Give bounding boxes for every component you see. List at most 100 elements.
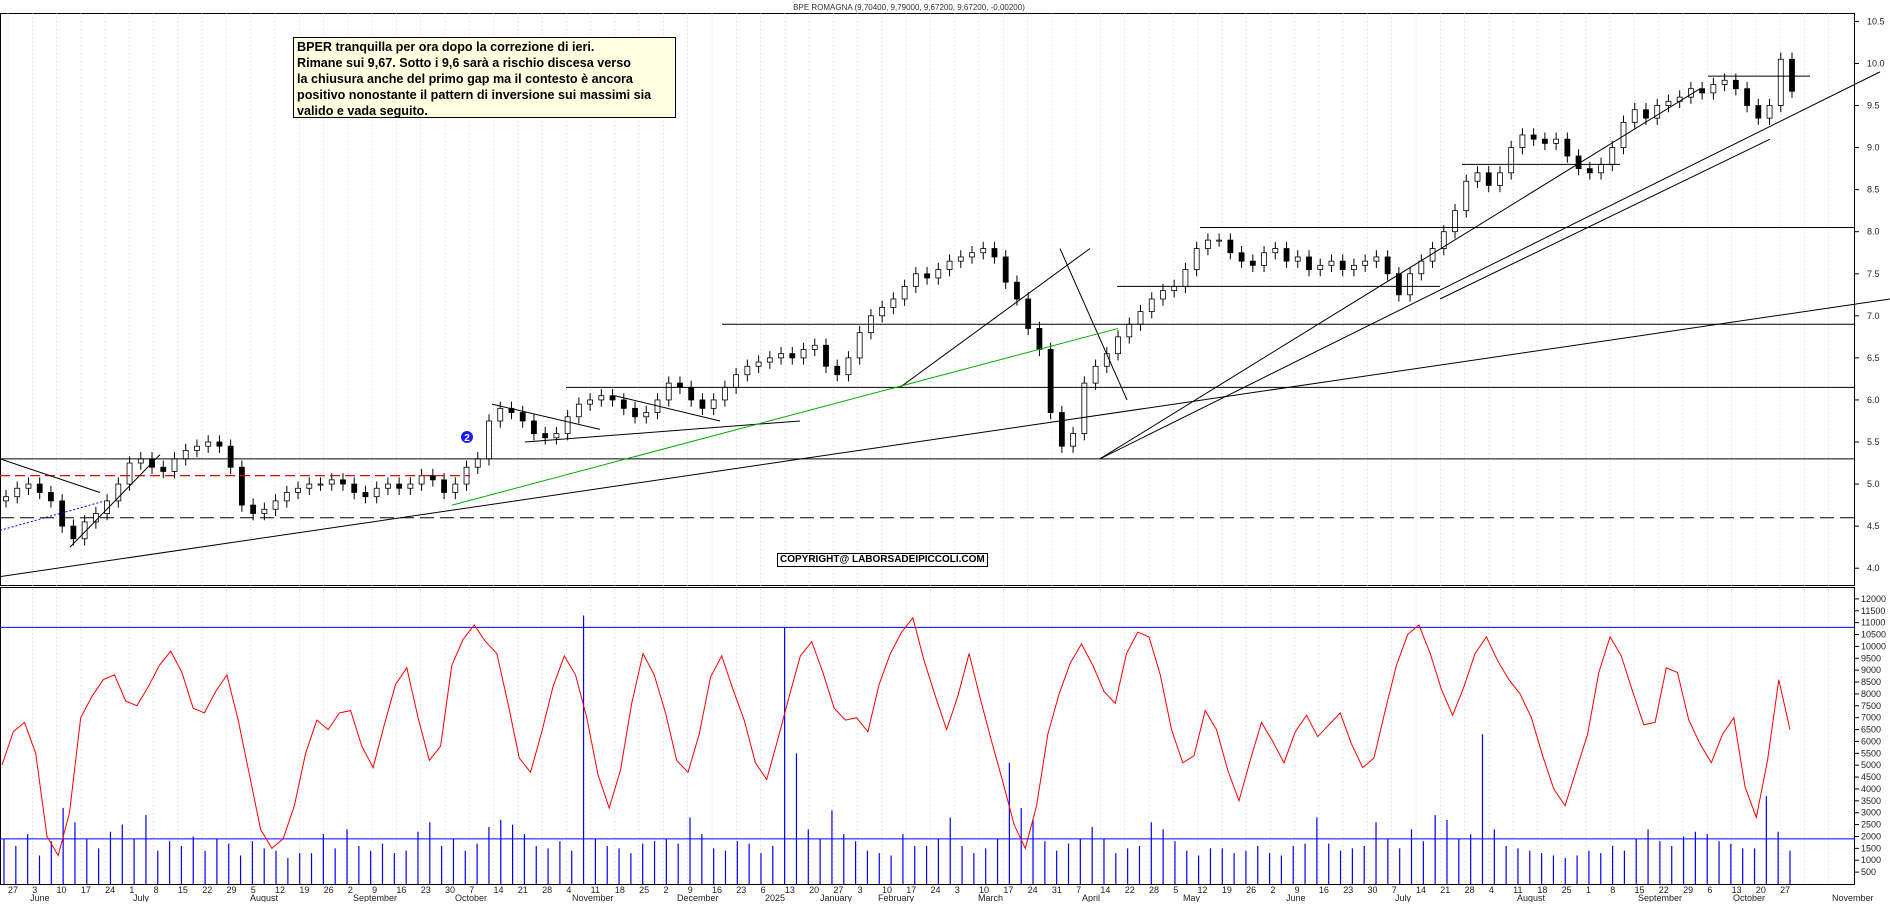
trendline [1059, 248, 1128, 401]
day-tick-label: 10 [57, 885, 67, 895]
day-tick-label: 26 [1246, 885, 1256, 895]
candle-body [14, 487, 21, 498]
candle-body [587, 399, 594, 405]
day-tick-label: 7 [1392, 885, 1397, 895]
osc-tick-label: 500 [1861, 867, 1876, 877]
note-line-3: la chiusura anche del primo gap ma il co… [297, 72, 633, 86]
candle-body [1519, 134, 1526, 148]
candle-body [890, 298, 897, 308]
osc-tick-label: 3500 [1861, 796, 1881, 806]
day-tick-label: 24 [1028, 885, 1038, 895]
candle-body [542, 433, 549, 439]
candle-body [688, 386, 695, 401]
candle-body [1755, 105, 1762, 119]
day-tick-label: 27 [8, 885, 18, 895]
osc-tick-label: 1500 [1861, 843, 1881, 853]
candle-body [575, 403, 582, 418]
candle-body [250, 504, 257, 514]
oscillator-line [1, 616, 1791, 857]
osc-tick-label: 5500 [1861, 748, 1881, 758]
candle-body [519, 412, 526, 422]
candle-body [1777, 58, 1784, 106]
blue-dotted-line [0, 500, 106, 531]
candle-body [946, 260, 953, 270]
day-tick-label: 20 [809, 885, 819, 895]
day-tick-label: 9 [372, 885, 377, 895]
day-tick-label: 22 [1659, 885, 1669, 895]
osc-tick-label: 10500 [1861, 630, 1886, 640]
day-tick-label: 3 [32, 885, 37, 895]
candle-body [351, 483, 358, 493]
day-tick-label: 30 [445, 885, 455, 895]
candle-body [834, 365, 841, 376]
trendline [0, 458, 101, 493]
candle-body [283, 492, 290, 502]
candle-body [1699, 88, 1706, 94]
month-label: January [820, 893, 853, 902]
candle-body [1732, 79, 1739, 90]
day-tick-label: 9 [688, 885, 693, 895]
day-tick-label: 12 [1198, 885, 1208, 895]
day-tick-label: 14 [494, 885, 504, 895]
candle-body [598, 395, 605, 401]
day-tick-label: 24 [931, 885, 941, 895]
day-tick-label: 11 [1513, 885, 1522, 895]
candle-body [1182, 269, 1189, 287]
osc-tick-label: 2000 [1861, 831, 1881, 841]
day-tick-label: 17 [1003, 885, 1013, 895]
day-tick-label: 1 [1586, 885, 1591, 895]
month-label: May [1183, 893, 1201, 902]
day-tick-label: 18 [1537, 885, 1547, 895]
osc-tick-label: 11000 [1861, 618, 1885, 628]
day-tick-label: 11 [591, 885, 600, 895]
candle-body [665, 382, 672, 401]
trendline [0, 298, 1890, 578]
day-tick-label: 16 [1319, 885, 1329, 895]
candle-body [1002, 256, 1009, 283]
candle-body [1294, 256, 1301, 262]
candle-body [1541, 138, 1548, 144]
month-label: June [1286, 893, 1306, 902]
candle-body [36, 483, 43, 493]
price-tick-label: 8.0 [1867, 227, 1880, 237]
day-tick-label: 7 [1076, 885, 1081, 895]
candle-body [1283, 248, 1290, 262]
osc-tick-label: 4500 [1861, 772, 1881, 782]
candle-body [1103, 353, 1110, 367]
oscillator-panel-frame [0, 587, 1855, 885]
day-tick-label: 24 [105, 885, 115, 895]
candle-body [1081, 382, 1088, 434]
trendline [1439, 138, 1771, 300]
day-tick-label: 18 [615, 885, 625, 895]
trendline [491, 403, 601, 430]
day-tick-label: 16 [396, 885, 406, 895]
day-tick-label: 3 [955, 885, 960, 895]
candle-body [1160, 290, 1166, 300]
candle-body [778, 353, 784, 359]
candle-body [1530, 134, 1537, 140]
candle-body [1306, 256, 1312, 270]
candle-body [1564, 138, 1571, 157]
price-tick-label: 4.0 [1867, 563, 1880, 573]
trendline [1099, 71, 1881, 460]
candle-body [531, 420, 537, 434]
candle-body [1036, 328, 1043, 350]
candle-body [755, 361, 762, 367]
grid-layer [0, 13, 1855, 885]
day-tick-label: 4 [1489, 885, 1494, 895]
osc-tick-label: 3000 [1861, 808, 1881, 818]
candle-body [811, 344, 818, 350]
note-line-2: Rimane sui 9,67. Sotto i 9,6 sarà a risc… [297, 56, 631, 70]
candle-body [1643, 109, 1649, 119]
price-tick-label: 5.0 [1867, 479, 1880, 489]
price-panel: 2 [0, 52, 1890, 578]
day-tick-label: 31 [1052, 885, 1062, 895]
day-tick-label: 10 [979, 885, 989, 895]
day-tick-label: 14 [1416, 885, 1426, 895]
candle-body [1384, 256, 1391, 275]
candle-body [699, 399, 706, 409]
candle-body [789, 353, 796, 359]
day-tick-label: 4 [566, 885, 571, 895]
candle-body [396, 483, 403, 489]
